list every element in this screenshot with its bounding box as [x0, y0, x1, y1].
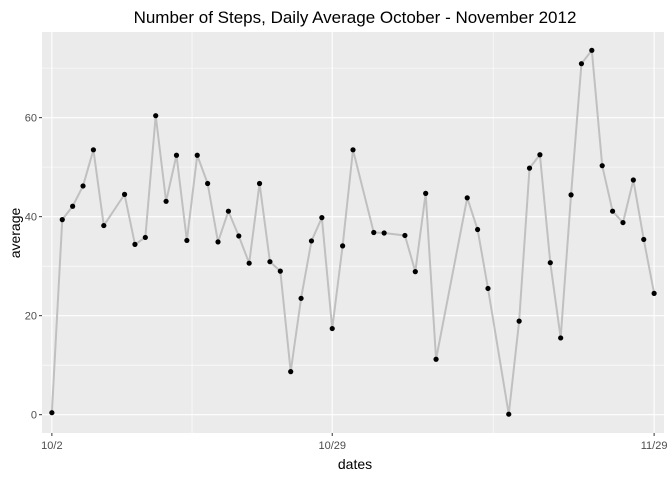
data-point	[70, 203, 76, 209]
data-point	[225, 208, 231, 214]
data-point	[630, 177, 636, 183]
data-point	[256, 180, 263, 187]
data-point	[589, 47, 595, 53]
x-tick-label: 11/29	[641, 440, 668, 452]
data-point	[184, 237, 190, 244]
series-layer	[49, 47, 657, 417]
y-tick-label: 40	[25, 212, 37, 224]
data-point	[464, 195, 470, 201]
data-point	[153, 113, 159, 119]
data-point	[620, 219, 626, 226]
data-point	[132, 241, 138, 247]
data-point	[121, 191, 128, 197]
x-tick-label: 10/29	[318, 440, 346, 452]
data-point	[423, 190, 429, 196]
data-point	[329, 325, 335, 332]
data-point	[205, 180, 211, 187]
data-point	[173, 152, 180, 158]
major-grid	[42, 32, 664, 433]
y-tick-label: 0	[31, 410, 37, 422]
data-point	[433, 356, 439, 362]
chart-title: Number of Steps, Daily Average October -…	[134, 8, 577, 27]
data-point	[288, 369, 294, 375]
data-point	[308, 238, 315, 244]
data-point	[49, 410, 55, 416]
data-point	[599, 163, 605, 169]
data-point	[371, 229, 377, 236]
data-point	[475, 226, 481, 233]
data-point	[277, 268, 283, 274]
y-tick-label: 20	[25, 311, 37, 323]
data-point	[609, 208, 616, 214]
y-axis: 0 20 40 60	[25, 113, 42, 422]
data-point	[412, 269, 418, 275]
data-point	[578, 61, 585, 67]
data-point	[90, 147, 97, 153]
data-point	[163, 198, 169, 204]
data-point	[547, 260, 553, 266]
data-point	[651, 290, 657, 296]
plot-panel	[42, 32, 664, 433]
data-point	[215, 239, 221, 245]
x-tick-label: 10/2	[41, 440, 62, 452]
data-point	[194, 152, 200, 158]
y-axis-title: average	[7, 207, 23, 258]
data-point	[59, 217, 65, 223]
data-point	[568, 192, 574, 198]
data-point	[526, 165, 533, 171]
data-point	[319, 215, 325, 221]
x-axis-title: dates	[338, 456, 372, 472]
data-point	[340, 243, 346, 249]
data-point	[142, 234, 148, 241]
data-point	[641, 236, 647, 243]
data-point	[381, 230, 387, 236]
y-tick-label: 60	[25, 113, 37, 125]
data-point	[537, 152, 543, 158]
data-point	[516, 318, 522, 324]
minor-grid	[42, 32, 664, 433]
data-point	[402, 232, 408, 239]
data-point	[558, 335, 564, 341]
data-point	[267, 259, 273, 265]
data-point	[506, 411, 512, 417]
data-point	[80, 183, 86, 189]
data-point	[350, 147, 356, 153]
data-point	[101, 222, 107, 229]
data-point	[298, 295, 304, 301]
x-axis: 10/2 10/29 11/29	[41, 433, 667, 452]
data-point	[485, 285, 491, 292]
data-point	[246, 260, 252, 266]
data-point	[236, 233, 242, 239]
